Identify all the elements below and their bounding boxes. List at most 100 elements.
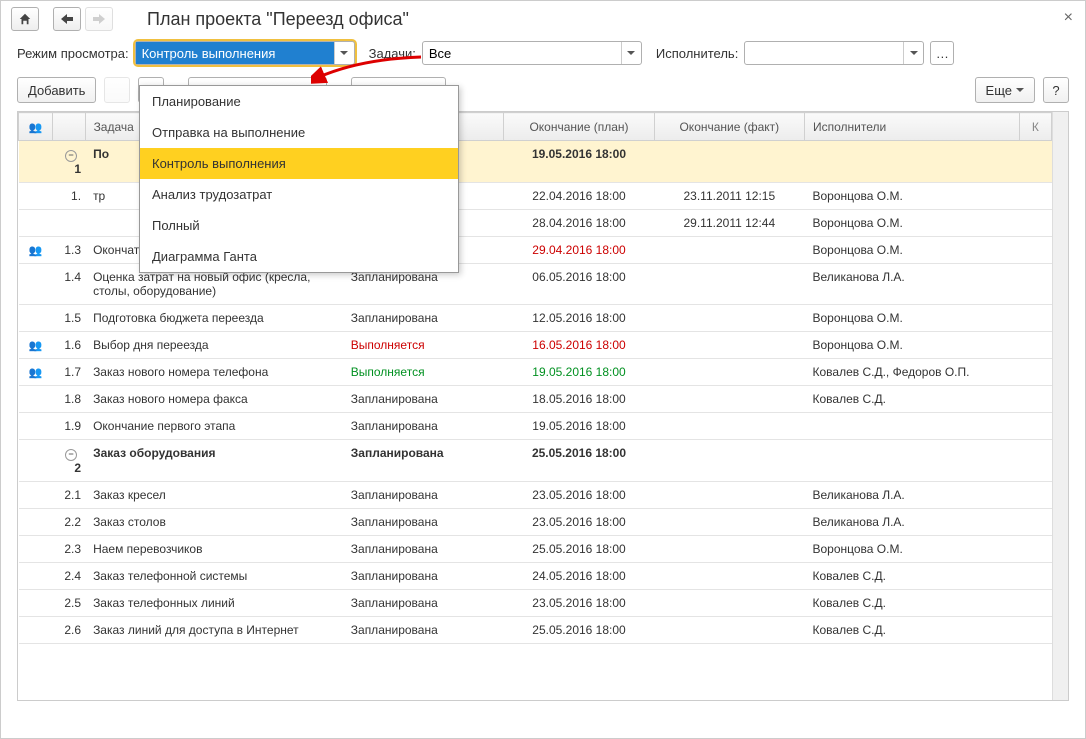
col-fact-header[interactable]: Окончание (факт) xyxy=(654,113,804,141)
col-plan-header[interactable]: Окончание (план) xyxy=(504,113,654,141)
table-row[interactable]: 1.5Подготовка бюджета переездаЗапланиров… xyxy=(19,305,1052,332)
mode-dropdown-arrow[interactable] xyxy=(334,42,354,64)
status-cell: Запланирована xyxy=(343,413,504,440)
plan-cell: 16.05.2016 18:00 xyxy=(504,332,654,359)
k-cell xyxy=(1019,264,1051,305)
table-row[interactable]: 2.2Заказ столовЗапланирована23.05.2016 1… xyxy=(19,509,1052,536)
home-button[interactable] xyxy=(11,7,39,31)
people-icon: 👥 xyxy=(29,340,43,352)
executor-browse-button[interactable]: … xyxy=(930,41,954,65)
people-icon: 👥 xyxy=(29,367,43,379)
dropdown-item[interactable]: Анализ трудозатрат xyxy=(140,179,458,210)
plan-cell: 06.05.2016 18:00 xyxy=(504,264,654,305)
collapse-icon[interactable]: − xyxy=(65,150,77,162)
k-cell xyxy=(1019,482,1051,509)
k-cell xyxy=(1019,386,1051,413)
executor-cell: Воронцова О.М. xyxy=(804,183,1019,210)
k-cell xyxy=(1019,536,1051,563)
table-row[interactable]: 👥1.7Заказ нового номера телефонаВыполняе… xyxy=(19,359,1052,386)
dropdown-item[interactable]: Планирование xyxy=(140,86,458,117)
tasks-dropdown-arrow[interactable] xyxy=(621,42,641,64)
task-cell: Заказ телефонной системы xyxy=(85,563,343,590)
table-row[interactable]: 2.5Заказ телефонных линийЗапланирована23… xyxy=(19,590,1052,617)
task-cell: Наем перевозчиков xyxy=(85,536,343,563)
executor-cell: Воронцова О.М. xyxy=(804,237,1019,264)
executor-cell: Ковалев С.Д., Федоров О.П. xyxy=(804,359,1019,386)
plan-cell: 25.05.2016 18:00 xyxy=(504,617,654,644)
dropdown-item[interactable]: Диаграмма Ганта xyxy=(140,241,458,272)
add-button[interactable]: Добавить xyxy=(17,77,96,103)
col-icon-header[interactable]: 👥 xyxy=(19,113,53,141)
plan-cell: 29.04.2016 18:00 xyxy=(504,237,654,264)
fact-cell xyxy=(654,413,804,440)
col-num-header[interactable] xyxy=(53,113,85,141)
mode-dropdown-list: ПланированиеОтправка на выполнениеКонтро… xyxy=(139,85,459,273)
back-button[interactable] xyxy=(53,7,81,31)
fact-cell xyxy=(654,141,804,183)
plan-cell: 28.04.2016 18:00 xyxy=(504,210,654,237)
more-button[interactable]: Еще xyxy=(975,77,1035,103)
plan-cell: 22.04.2016 18:00 xyxy=(504,183,654,210)
task-cell: Подготовка бюджета переезда xyxy=(85,305,343,332)
plan-cell: 23.05.2016 18:00 xyxy=(504,590,654,617)
status-cell: Запланирована xyxy=(343,386,504,413)
fact-cell xyxy=(654,237,804,264)
executor-cell: Ковалев С.Д. xyxy=(804,590,1019,617)
col-exec-header[interactable]: Исполнители xyxy=(804,113,1019,141)
status-cell: Выполняется xyxy=(343,332,504,359)
close-button[interactable]: × xyxy=(1064,9,1073,27)
tasks-input[interactable] xyxy=(423,42,621,64)
table-row[interactable]: 1.8Заказ нового номера факсаЗапланирован… xyxy=(19,386,1052,413)
task-cell: Заказ телефонных линий xyxy=(85,590,343,617)
vertical-scrollbar[interactable] xyxy=(1052,112,1068,700)
plan-cell: 24.05.2016 18:00 xyxy=(504,563,654,590)
plan-cell: 12.05.2016 18:00 xyxy=(504,305,654,332)
status-cell: Запланирована xyxy=(343,509,504,536)
help-button[interactable]: ? xyxy=(1043,77,1069,103)
executor-combo[interactable] xyxy=(744,41,924,65)
people-icon: 👥 xyxy=(29,122,43,134)
dropdown-item[interactable]: Отправка на выполнение xyxy=(140,117,458,148)
forward-button[interactable] xyxy=(85,7,113,31)
fact-cell xyxy=(654,305,804,332)
people-icon: 👥 xyxy=(29,245,43,257)
mode-combo[interactable] xyxy=(135,41,355,65)
executor-label: Исполнитель: xyxy=(656,46,738,61)
k-cell xyxy=(1019,509,1051,536)
executor-cell xyxy=(804,413,1019,440)
executor-cell: Великанова Л.А. xyxy=(804,482,1019,509)
tasks-combo[interactable] xyxy=(422,41,642,65)
k-cell xyxy=(1019,141,1051,183)
task-cell: Заказ оборудования xyxy=(85,440,343,482)
fact-cell xyxy=(654,332,804,359)
dropdown-item[interactable]: Контроль выполнения xyxy=(140,148,458,179)
table-row[interactable]: 2.3Наем перевозчиковЗапланирована25.05.2… xyxy=(19,536,1052,563)
toolbar-btn-1[interactable] xyxy=(104,77,130,103)
fact-cell xyxy=(654,617,804,644)
k-cell xyxy=(1019,359,1051,386)
executor-cell: Воронцова О.М. xyxy=(804,536,1019,563)
table-row[interactable]: 1.9Окончание первого этапаЗапланирована1… xyxy=(19,413,1052,440)
executor-input[interactable] xyxy=(745,42,903,64)
k-cell xyxy=(1019,332,1051,359)
dropdown-item[interactable]: Полный xyxy=(140,210,458,241)
mode-input[interactable] xyxy=(136,42,334,64)
table-row[interactable]: 2.4Заказ телефонной системыЗапланирована… xyxy=(19,563,1052,590)
task-cell: Окончание первого этапа xyxy=(85,413,343,440)
plan-cell: 19.05.2016 18:00 xyxy=(504,141,654,183)
executor-cell: Ковалев С.Д. xyxy=(804,563,1019,590)
executor-cell: Великанова Л.А. xyxy=(804,509,1019,536)
table-row[interactable]: 2.6Заказ линий для доступа в ИнтернетЗап… xyxy=(19,617,1052,644)
table-row[interactable]: 👥1.6Выбор дня переездаВыполняется16.05.2… xyxy=(19,332,1052,359)
executor-dropdown-arrow[interactable] xyxy=(903,42,923,64)
collapse-icon[interactable]: − xyxy=(65,449,77,461)
fact-cell xyxy=(654,386,804,413)
col-k-header[interactable]: К xyxy=(1019,113,1051,141)
plan-cell: 23.05.2016 18:00 xyxy=(504,482,654,509)
filter-row: Режим просмотра: Задачи: Исполнитель: … xyxy=(1,37,1085,73)
k-cell xyxy=(1019,237,1051,264)
table-row[interactable]: 2.1Заказ креселЗапланирована23.05.2016 1… xyxy=(19,482,1052,509)
fact-cell: 29.11.2011 12:44 xyxy=(654,210,804,237)
executor-cell: Ковалев С.Д. xyxy=(804,386,1019,413)
table-row[interactable]: −2Заказ оборудованияЗапланирована25.05.2… xyxy=(19,440,1052,482)
